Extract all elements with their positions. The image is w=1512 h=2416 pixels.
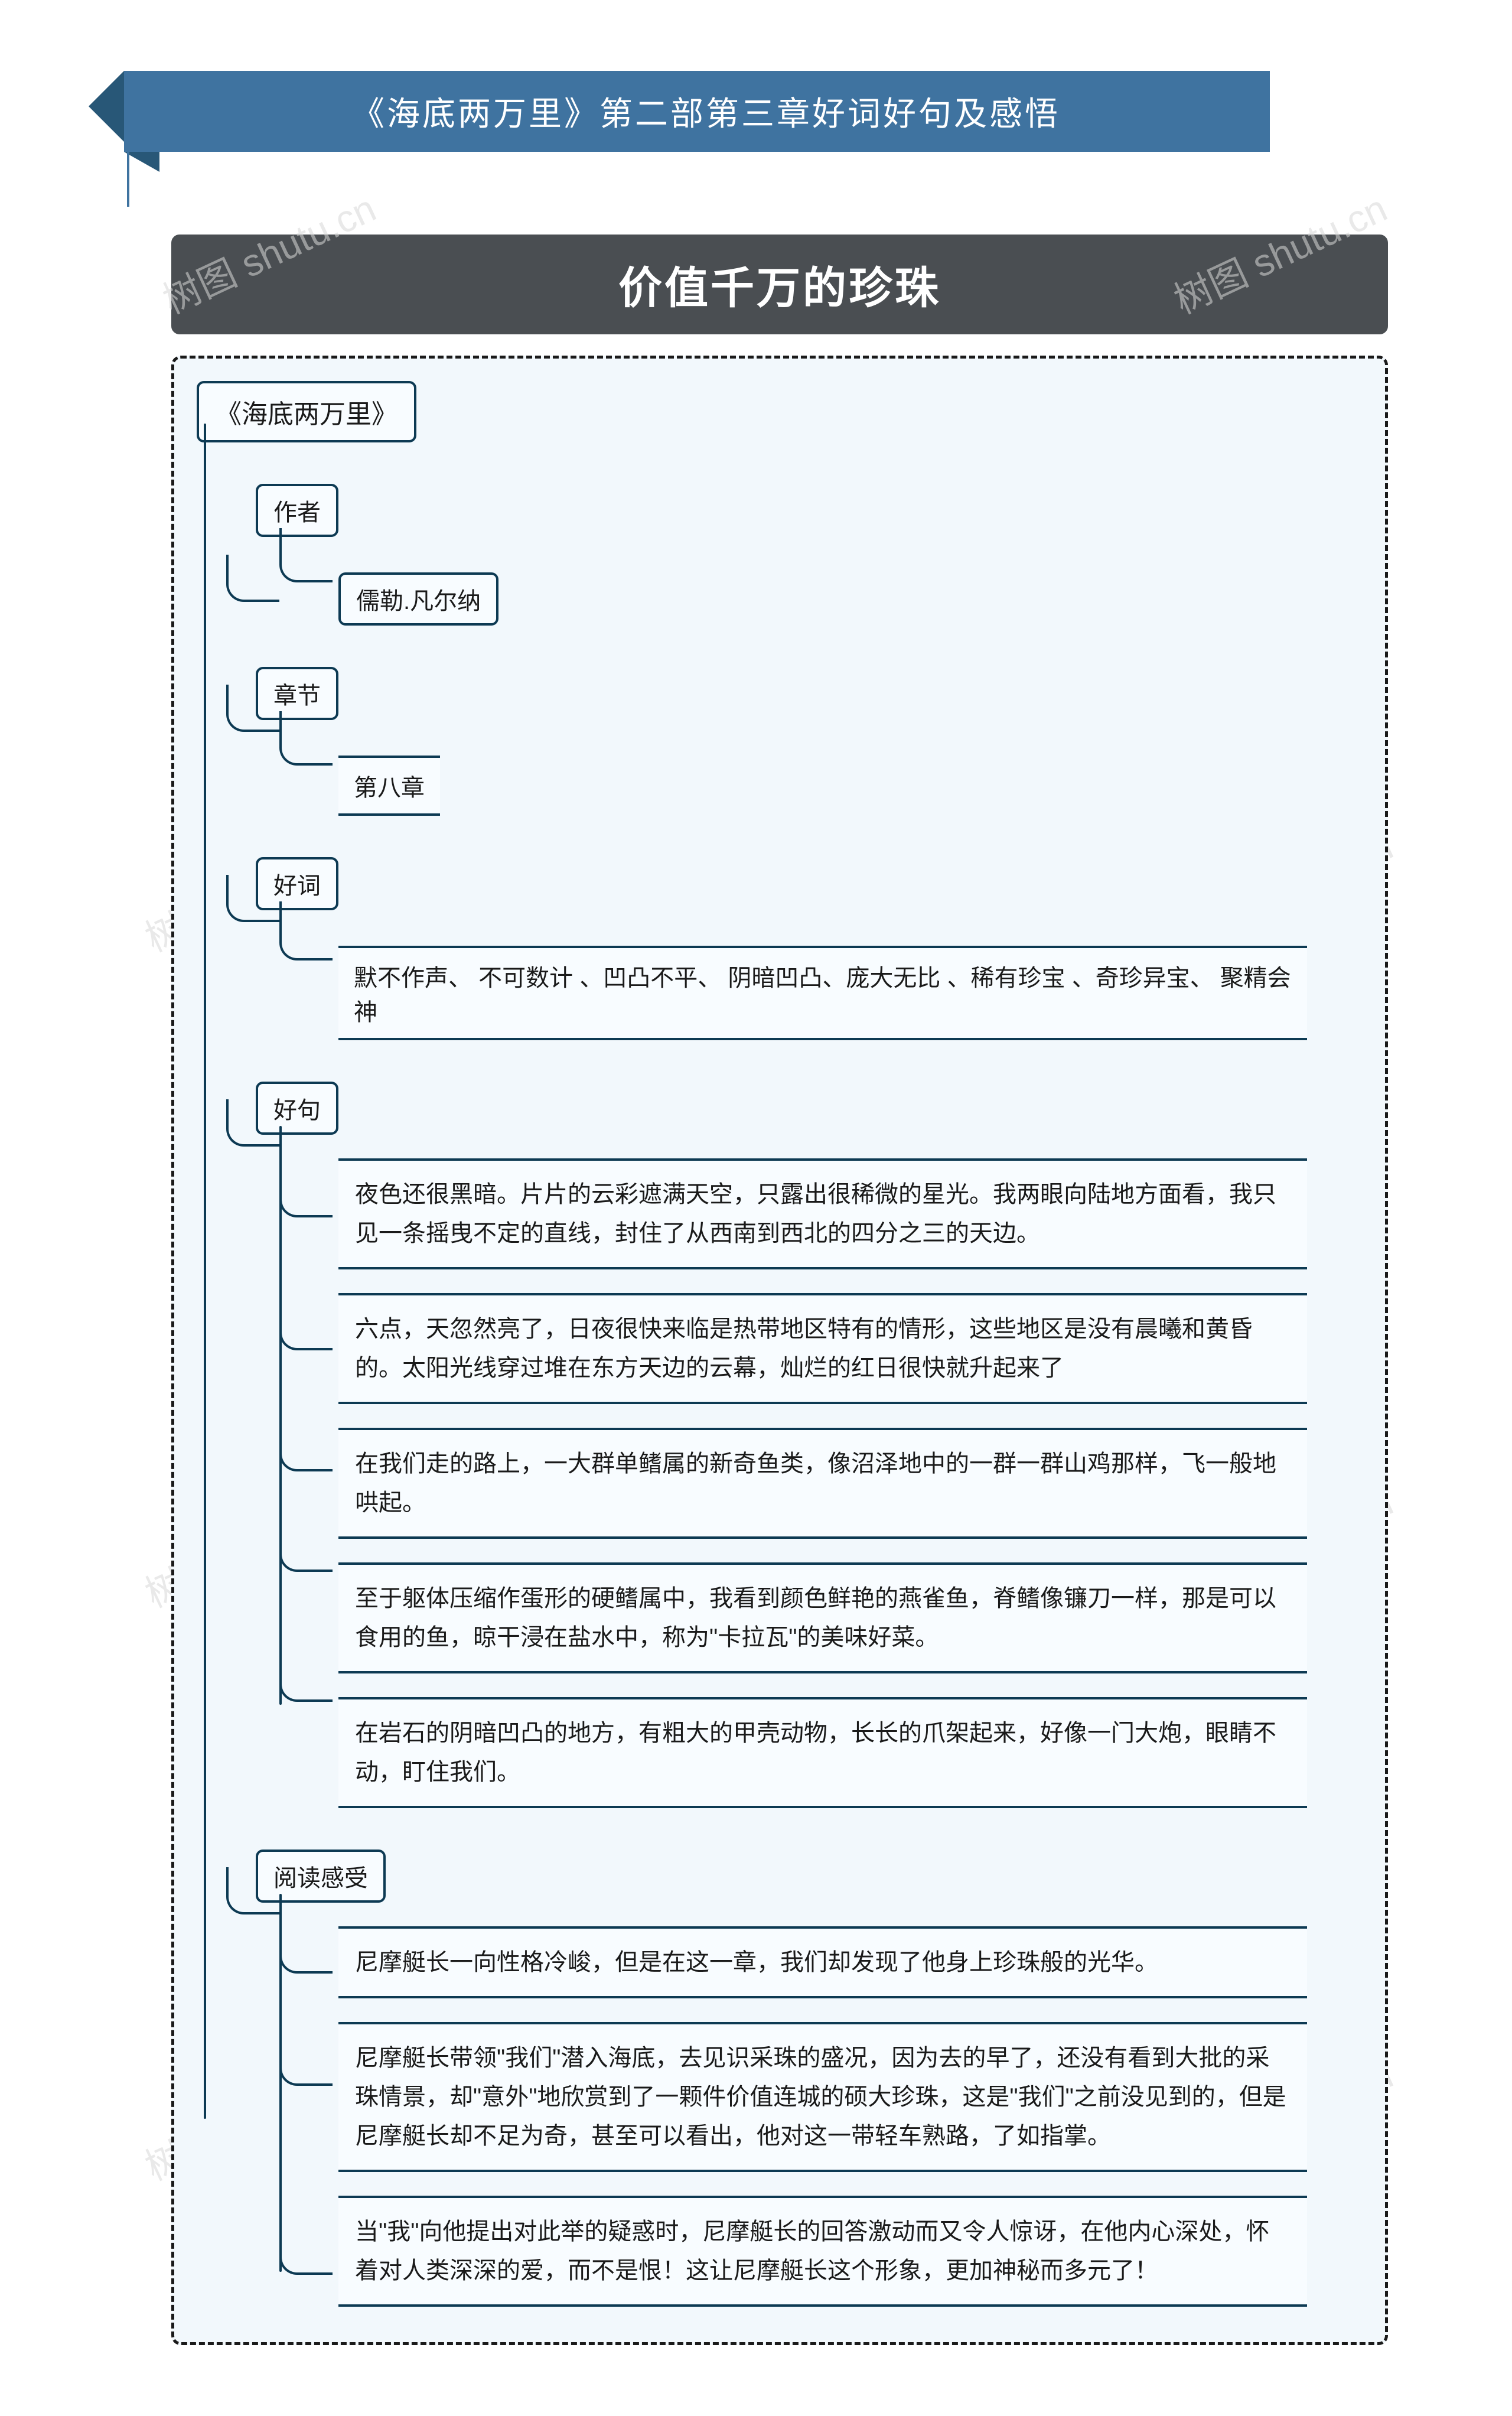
main-title-bar: 价值千万的珍珠 xyxy=(171,235,1388,334)
leaf-feel-1: 尼摩艇长一向性格冷峻，但是在这一章，我们却发现了他身上珍珠般的光华。 xyxy=(338,1926,1307,1998)
ribbon-title: 《海底两万里》第二部第三章好词好句及感悟 xyxy=(124,71,1270,152)
section-words: 好词 默不作声、 不可数计 、凹凸不平、 阴暗凹凸、庞大无比 、稀有珍宝 、奇珍… xyxy=(197,857,1363,1040)
connector-line xyxy=(279,2062,333,2086)
node-chapter-value: 第八章 xyxy=(338,756,440,816)
connector-line xyxy=(279,528,333,582)
leaf-sentence-3: 在我们走的路上，一大群单鳍属的新奇鱼类，像沼泽地中的一群一群山鸡那样，飞一般地哄… xyxy=(338,1428,1307,1539)
leaf-words-value: 默不作声、 不可数计 、凹凸不平、 阴暗凹凸、庞大无比 、稀有珍宝 、奇珍异宝、… xyxy=(338,946,1307,1040)
mindmap-panel: 《海底两万里》 作者 儒勒.凡尔纳 章节 第八章 好词 xyxy=(171,356,1388,2345)
connector-line xyxy=(279,1126,282,1705)
leaf-sentence-1: 夜色还很黑暗。片片的云彩遮满天空，只露出很稀微的星光。我两眼向陆地方面看，我只见… xyxy=(338,1158,1307,1269)
connector-line xyxy=(279,1548,333,1572)
section-author: 作者 儒勒.凡尔纳 xyxy=(197,484,1363,626)
leaf-feel-3: 当"我"向他提出对此举的疑惑时，尼摩艇长的回答激动而又令人惊讶，在他内心深处，怀… xyxy=(338,2196,1307,2307)
leaf-sentence-5: 在岩石的阴暗凹凸的地方，有粗大的甲壳动物，长长的爪架起来，好像一门大炮，眼睛不动… xyxy=(338,1697,1307,1808)
node-feel-label: 阅读感受 xyxy=(256,1850,386,1903)
connector-line xyxy=(279,901,333,960)
connector-line xyxy=(279,2251,333,2275)
connector-line xyxy=(279,1327,333,1350)
node-sentence-label: 好句 xyxy=(256,1082,338,1135)
leaf-sentence-4: 至于躯体压缩作蛋形的硬鳍属中，我看到颜色鲜艳的燕雀鱼，脊鳍像镰刀一样，那是可以食… xyxy=(338,1562,1307,1673)
connector-line xyxy=(279,711,333,766)
section-feelings: 阅读感受 尼摩艇长一向性格冷峻，但是在这一章，我们却发现了他身上珍珠般的光华。 … xyxy=(197,1850,1363,2307)
connector-line xyxy=(279,1194,333,1217)
connector-line xyxy=(279,1448,333,1471)
connector-line xyxy=(279,1678,333,1702)
section-chapter: 章节 第八章 xyxy=(197,667,1363,816)
node-book-title: 《海底两万里》 xyxy=(197,381,416,442)
connector-line xyxy=(279,1950,333,1974)
connector-line xyxy=(127,148,129,207)
node-author-value: 儒勒.凡尔纳 xyxy=(338,572,498,626)
leaf-feel-2: 尼摩艇长带领"我们"潜入海底，去见识采珠的盛况，因为去的早了，还没有看到大批的采… xyxy=(338,2022,1307,2172)
section-sentences: 好句 夜色还很黑暗。片片的云彩遮满天空，只露出很稀微的星光。我两眼向陆地方面看，… xyxy=(197,1082,1363,1808)
leaf-sentence-2: 六点，天忽然亮了，日夜很快来临是热带地区特有的情形，这些地区是没有晨曦和黄昏的。… xyxy=(338,1293,1307,1404)
